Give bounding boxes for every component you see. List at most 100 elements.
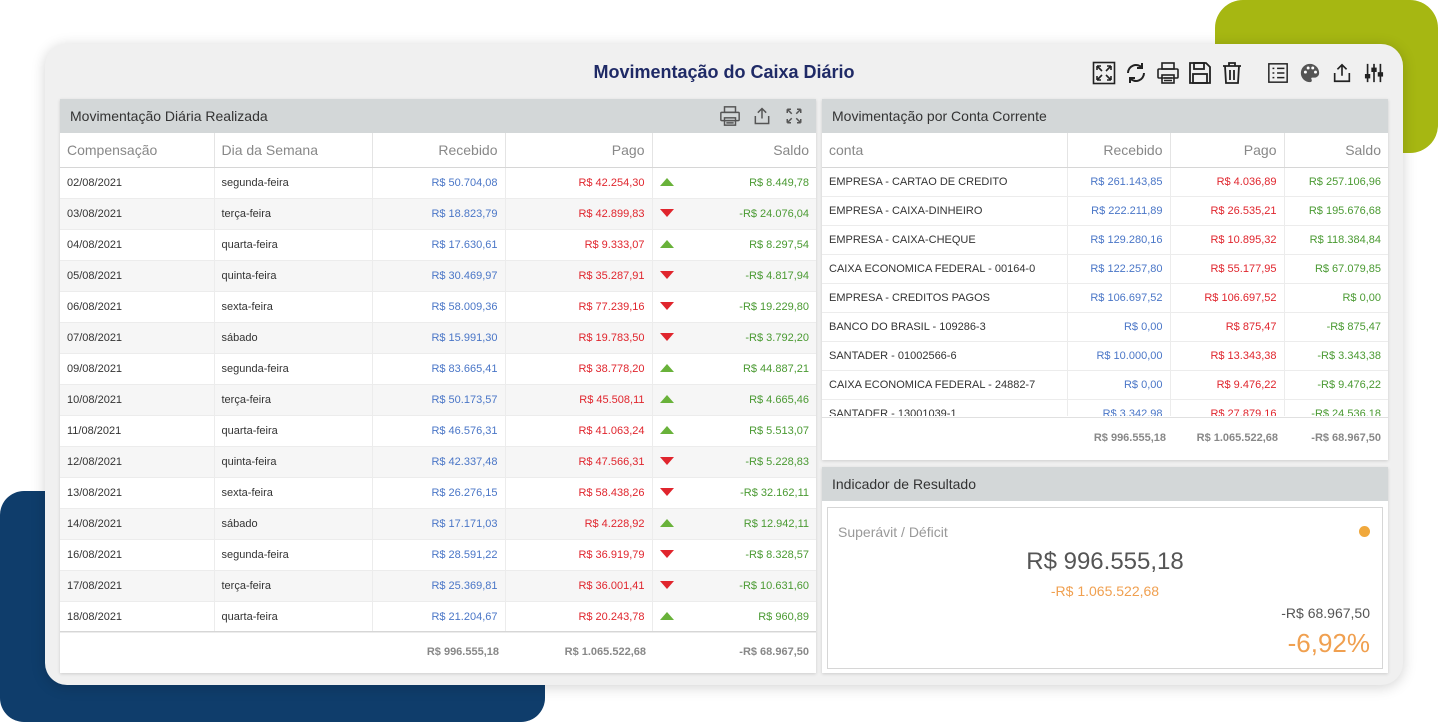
table-row[interactable]: EMPRESA - CREDITOS PAGOS R$ 106.697,52 R$ …: [822, 283, 1388, 313]
table-row[interactable]: SANTADER - 13001039-1 R$ 3.342,98 R$ 27.87…: [822, 399, 1388, 416]
table-row[interactable]: 12/08/2021 quinta-feira R$ 42.337,48 R$ 47.…: [60, 446, 816, 478]
refresh-icon[interactable]: [1123, 60, 1149, 86]
account-movement-panel: Movimentação por Conta Corrente conta Re…: [822, 99, 1388, 460]
indicator-main-value: R$ 996.555,18: [1026, 548, 1184, 575]
trend-down-icon: [660, 271, 675, 279]
daily-total-paid: R$ 1.065.522,68: [564, 646, 646, 658]
cell-received: R$ 0,00: [1067, 312, 1171, 342]
cell-weekday: sexta-feira: [214, 477, 373, 509]
table-row[interactable]: BANCO DO BRASIL - 109286-3 R$ 0,00 R$ 875,…: [822, 312, 1388, 342]
trend-cell: [652, 198, 682, 230]
cell-date: 17/08/2021: [60, 570, 215, 602]
cell-weekday: sábado: [214, 322, 373, 354]
daily-table: Compensação Dia da Semana Recebido Pago …: [60, 133, 816, 633]
cell-weekday: sexta-feira: [214, 291, 373, 323]
cell-date: 03/08/2021: [60, 198, 215, 230]
cell-weekday: sábado: [214, 508, 373, 540]
cell-balance: R$ 4.665,46: [682, 384, 816, 416]
trend-cell: [652, 229, 682, 261]
cell-paid: R$ 77.239,16: [505, 291, 653, 323]
export-icon[interactable]: [750, 104, 774, 128]
cell-date: 13/08/2021: [60, 477, 215, 509]
table-row[interactable]: 07/08/2021 sábado R$ 15.991,30 R$ 19.783,50…: [60, 322, 816, 354]
table-row[interactable]: 06/08/2021 sexta-feira R$ 58.009,36 R$ 77.2…: [60, 291, 816, 323]
table-row[interactable]: EMPRESA - CAIXA-DINHEIRO R$ 222.211,89 R$ …: [822, 196, 1388, 226]
cell-paid: R$ 13.343,38: [1170, 341, 1285, 371]
trend-up-icon: [660, 612, 675, 620]
palette-icon[interactable]: [1297, 60, 1323, 86]
col-pago[interactable]: Pago: [505, 133, 653, 168]
table-row[interactable]: 03/08/2021 terça-feira R$ 18.823,79 R$ 42.8…: [60, 198, 816, 230]
cell-weekday: quarta-feira: [214, 601, 373, 633]
cell-account: SANTADER - 13001039-1: [822, 399, 1068, 416]
cell-date: 18/08/2021: [60, 601, 215, 633]
cell-date: 14/08/2021: [60, 508, 215, 540]
col-dia-semana[interactable]: Dia da Semana: [214, 133, 373, 168]
table-row[interactable]: 14/08/2021 sábado R$ 17.171,03 R$ 4.228,92 R…: [60, 508, 816, 540]
col-conta[interactable]: conta: [822, 133, 1068, 168]
col-recebido[interactable]: Recebido: [372, 133, 506, 168]
table-row[interactable]: EMPRESA - CAIXA-CHEQUE R$ 129.280,16 R$ 10…: [822, 225, 1388, 255]
list-icon[interactable]: [1265, 60, 1291, 86]
export-icon[interactable]: [1329, 60, 1355, 86]
table-row[interactable]: 17/08/2021 terça-feira R$ 25.369,81 R$ 36.0…: [60, 570, 816, 602]
cell-balance: R$ 195.676,68: [1284, 196, 1388, 226]
table-row[interactable]: CAIXA ECONOMICA FEDERAL - 24882-7 R$ 0,00…: [822, 370, 1388, 400]
table-row[interactable]: 18/08/2021 quarta-feira R$ 21.204,67 R$ 20.…: [60, 601, 816, 633]
cell-account: CAIXA ECONOMICA FEDERAL - 00164-0: [822, 254, 1068, 284]
dashboard-title: Movimentação do Caixa Diário: [593, 62, 855, 82]
print-icon[interactable]: [1155, 60, 1181, 86]
col-saldo[interactable]: Saldo: [1284, 133, 1388, 168]
table-row[interactable]: 13/08/2021 sexta-feira R$ 26.276,15 R$ 58.4…: [60, 477, 816, 509]
trash-icon[interactable]: [1219, 60, 1245, 86]
sliders-icon[interactable]: [1361, 60, 1387, 86]
print-icon[interactable]: [718, 104, 742, 128]
cell-received: R$ 30.469,97: [372, 260, 506, 292]
indicator-box: Superávit / Déficit R$ 996.555,18 -R$ 1.…: [827, 507, 1383, 669]
cell-balance: -R$ 8.328,57: [682, 539, 816, 571]
table-row[interactable]: 11/08/2021 quarta-feira R$ 46.576,31 R$ 41.…: [60, 415, 816, 447]
cell-balance: R$ 5.513,07: [682, 415, 816, 447]
trend-cell: [652, 353, 682, 385]
cell-paid: R$ 4.036,89: [1170, 167, 1285, 197]
account-table: conta Recebido Pago Saldo EMPRESA - CART…: [822, 133, 1388, 416]
account-table-scroll[interactable]: conta Recebido Pago Saldo EMPRESA - CART…: [822, 133, 1388, 416]
col-saldo[interactable]: Saldo: [652, 133, 816, 168]
cell-balance: R$ 8.297,54: [682, 229, 816, 261]
cell-paid: R$ 47.566,31: [505, 446, 653, 478]
save-icon[interactable]: [1187, 60, 1213, 86]
expand-icon[interactable]: [1091, 60, 1117, 86]
result-indicator-panel: Indicador de Resultado Superávit / Défic…: [822, 467, 1388, 673]
cell-received: R$ 50.173,57: [372, 384, 506, 416]
cell-paid: R$ 45.508,11: [505, 384, 653, 416]
cell-weekday: segunda-feira: [214, 353, 373, 385]
table-row[interactable]: EMPRESA - CARTAO DE CREDITO R$ 261.143,85…: [822, 167, 1388, 197]
col-compensacao[interactable]: Compensação: [60, 133, 215, 168]
cell-balance: -R$ 5.228,83: [682, 446, 816, 478]
table-row[interactable]: CAIXA ECONOMICA FEDERAL - 00164-0 R$ 122.…: [822, 254, 1388, 284]
cell-paid: R$ 42.254,30: [505, 167, 653, 199]
table-row[interactable]: 16/08/2021 segunda-feira R$ 28.591,22 R$ 36…: [60, 539, 816, 571]
table-row[interactable]: 04/08/2021 quarta-feira R$ 17.630,61 R$ 9.3…: [60, 229, 816, 261]
table-row[interactable]: 05/08/2021 quinta-feira R$ 30.469,97 R$ 35.…: [60, 260, 816, 292]
table-row[interactable]: 02/08/2021 segunda-feira R$ 50.704,08 R$ 42…: [60, 167, 816, 199]
trend-down-icon: [660, 457, 675, 465]
cell-paid: R$ 19.783,50: [505, 322, 653, 354]
col-recebido[interactable]: Recebido: [1067, 133, 1171, 168]
cell-date: 09/08/2021: [60, 353, 215, 385]
fullscreen-icon[interactable]: [782, 104, 806, 128]
cell-received: R$ 28.591,22: [372, 539, 506, 571]
col-pago[interactable]: Pago: [1170, 133, 1285, 168]
table-row[interactable]: 10/08/2021 terça-feira R$ 50.173,57 R$ 45.5…: [60, 384, 816, 416]
trend-cell: [652, 384, 682, 416]
result-indicator-title: Indicador de Resultado: [832, 476, 976, 492]
cell-received: R$ 58.009,36: [372, 291, 506, 323]
table-row[interactable]: 09/08/2021 segunda-feira R$ 83.665,41 R$ 38…: [60, 353, 816, 385]
cell-balance: R$ 118.384,84: [1284, 225, 1388, 255]
table-row[interactable]: SANTADER - 01002566-6 R$ 10.000,00 R$ 13.3…: [822, 341, 1388, 371]
cell-received: R$ 122.257,80: [1067, 254, 1171, 284]
cell-balance: -R$ 24.536,18: [1284, 399, 1388, 416]
cell-account: EMPRESA - CREDITOS PAGOS: [822, 283, 1068, 313]
trend-cell: [652, 446, 682, 478]
cell-balance: R$ 12.942,11: [682, 508, 816, 540]
